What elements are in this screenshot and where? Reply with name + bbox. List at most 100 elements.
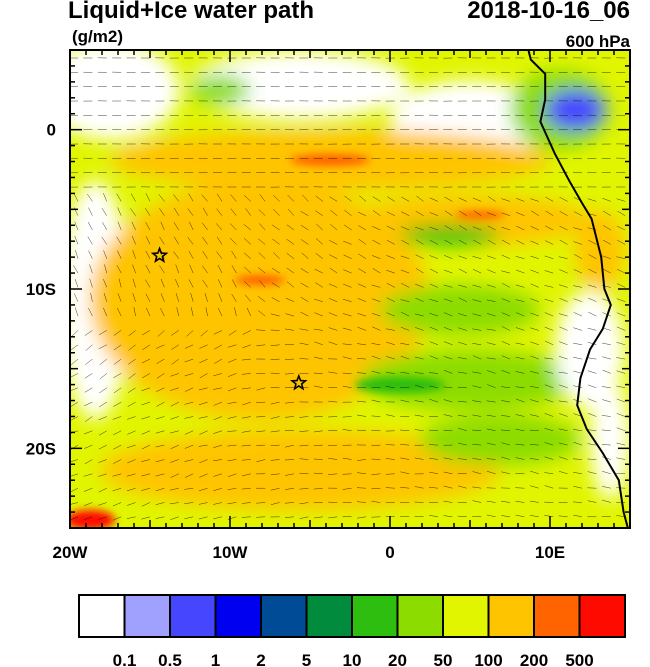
wind-barb bbox=[315, 282, 323, 288]
wind-barb bbox=[372, 326, 381, 331]
wind-barb bbox=[515, 443, 525, 446]
wind-barb bbox=[198, 401, 208, 406]
wind-barb bbox=[145, 250, 151, 259]
wind-barb bbox=[343, 283, 352, 288]
wind-barb bbox=[141, 401, 151, 406]
wind-barb bbox=[127, 502, 136, 506]
wind-barb bbox=[472, 197, 482, 202]
wind-barb bbox=[313, 472, 323, 475]
wind-barb bbox=[74, 235, 79, 245]
wind-barb bbox=[74, 293, 79, 302]
wind-barb bbox=[443, 269, 453, 274]
wind-barb bbox=[329, 196, 338, 202]
wind-barb bbox=[285, 297, 295, 302]
wind-barb bbox=[98, 444, 107, 450]
wind-barb bbox=[199, 473, 208, 478]
wind-barb bbox=[184, 502, 194, 504]
wind-barb bbox=[246, 307, 252, 317]
wind-barb bbox=[472, 355, 482, 360]
wind-barb bbox=[544, 340, 554, 346]
wind-barb bbox=[258, 267, 266, 274]
wind-barb bbox=[189, 221, 194, 231]
wind-barb bbox=[156, 387, 165, 392]
wind-barb bbox=[103, 279, 108, 288]
wind-barb bbox=[472, 256, 482, 259]
wind-barb bbox=[472, 226, 482, 231]
wind-barb bbox=[458, 297, 467, 302]
wind-barb bbox=[573, 269, 583, 274]
wind-barb bbox=[573, 514, 583, 518]
wind-barb bbox=[371, 312, 381, 317]
wind-barb bbox=[142, 373, 151, 379]
wind-barb bbox=[544, 456, 554, 460]
wind-barb bbox=[113, 330, 122, 336]
wind-barb bbox=[529, 414, 539, 417]
wind-barb bbox=[184, 387, 194, 392]
wind-barb bbox=[87, 221, 93, 231]
wind-barb bbox=[458, 225, 467, 231]
wind-barb bbox=[501, 312, 511, 317]
wind-barb bbox=[242, 344, 251, 349]
wind-barb bbox=[329, 267, 338, 274]
wind-barb bbox=[244, 294, 251, 302]
wind-barb bbox=[241, 430, 251, 433]
wind-barb bbox=[342, 327, 352, 331]
wind-barb bbox=[443, 356, 453, 360]
wind-barb bbox=[270, 416, 280, 419]
wind-barb bbox=[71, 330, 79, 337]
wind-barb bbox=[559, 326, 568, 331]
wind-barb bbox=[244, 281, 251, 288]
lwp-field bbox=[70, 50, 630, 528]
wind-barb bbox=[84, 401, 93, 407]
wind-barb bbox=[357, 298, 367, 302]
wind-barb bbox=[386, 341, 395, 346]
wind-barb bbox=[358, 268, 367, 274]
wind-barb bbox=[258, 310, 266, 317]
wind-barb bbox=[443, 471, 453, 475]
wind-barb bbox=[588, 239, 597, 245]
wind-barb bbox=[213, 444, 223, 448]
wind-barb bbox=[486, 428, 496, 432]
wind-barb bbox=[357, 459, 367, 461]
wind-barb bbox=[428, 429, 439, 432]
colorbar-swatch bbox=[169, 594, 217, 638]
wind-barb bbox=[329, 240, 338, 245]
wind-barbs bbox=[70, 57, 626, 521]
wind-barb bbox=[213, 401, 223, 406]
colorbar-swatch bbox=[305, 594, 353, 638]
wind-barb bbox=[241, 358, 251, 361]
wind-barb bbox=[587, 413, 597, 417]
wind-barb bbox=[587, 458, 597, 460]
wind-barb bbox=[241, 502, 251, 504]
wind-barb bbox=[515, 487, 525, 489]
wind-barb bbox=[284, 416, 295, 418]
wind-barb bbox=[530, 198, 539, 202]
wind-barb bbox=[198, 387, 208, 391]
wind-barb bbox=[171, 344, 179, 350]
wind-barb bbox=[616, 413, 626, 417]
wind-barb bbox=[530, 312, 539, 317]
wind-barb bbox=[415, 254, 424, 259]
wind-barb bbox=[472, 371, 482, 374]
wind-barb bbox=[386, 196, 395, 202]
wind-barb bbox=[98, 516, 107, 520]
wind-barb bbox=[444, 225, 453, 231]
wind-barb bbox=[559, 456, 568, 460]
wind-barb bbox=[443, 327, 453, 331]
wind-barb bbox=[458, 197, 467, 202]
wind-barb bbox=[501, 442, 511, 446]
wind-barb bbox=[132, 250, 136, 259]
wind-barb bbox=[342, 298, 352, 302]
wind-barb bbox=[342, 516, 352, 518]
wind-barb bbox=[444, 312, 453, 317]
wind-barb bbox=[286, 253, 295, 259]
wind-barb bbox=[501, 456, 511, 460]
wind-barb bbox=[230, 223, 237, 231]
wind-barb bbox=[103, 250, 108, 259]
star-marker-icon bbox=[289, 373, 308, 391]
wind-barb bbox=[175, 264, 180, 274]
wind-barb bbox=[227, 459, 237, 462]
wind-barb bbox=[190, 293, 194, 302]
wind-barb bbox=[544, 312, 554, 317]
wind-barb bbox=[371, 355, 381, 360]
